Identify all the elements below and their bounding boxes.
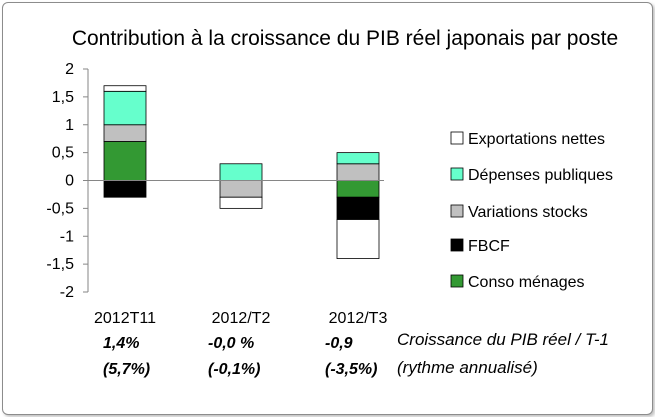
bar-segment bbox=[103, 85, 147, 92]
chart-title: Contribution à la croissance du PIB réel… bbox=[72, 27, 618, 50]
growth-value: -0,0 % bbox=[208, 335, 254, 352]
bar-segment bbox=[103, 124, 147, 142]
legend-label: Conso ménages bbox=[468, 274, 585, 291]
bar-segment bbox=[103, 141, 147, 181]
legend-label: FBCF bbox=[468, 238, 510, 255]
bar-segment bbox=[336, 219, 380, 259]
bar-segment bbox=[219, 163, 263, 181]
y-tick-label: 1 bbox=[65, 117, 74, 134]
y-tick-label: 0 bbox=[65, 173, 74, 190]
legend-swatch bbox=[450, 274, 464, 288]
legend-swatch bbox=[450, 238, 464, 252]
y-tick-label: -2 bbox=[60, 284, 74, 301]
note-line-2: (rythme annualisé) bbox=[397, 358, 538, 377]
legend-label: Exportations nettes bbox=[468, 131, 605, 148]
bar-segment bbox=[103, 180, 147, 198]
legend-swatch bbox=[450, 131, 464, 145]
y-tick-label: -1 bbox=[60, 228, 74, 245]
bar-segment bbox=[336, 180, 380, 198]
note-line-1: Croissance du PIB réel / T-1 bbox=[397, 330, 609, 349]
x-category-label: 2012/T3 bbox=[329, 310, 388, 327]
y-tick-label: 1,5 bbox=[52, 89, 74, 106]
x-category-label: 2012T11 bbox=[94, 310, 156, 327]
legend: Exportations nettes Dépenses publiques Var… bbox=[450, 131, 613, 291]
bar-segment bbox=[219, 196, 263, 209]
bar-segment bbox=[336, 152, 380, 165]
bar-segment bbox=[219, 180, 263, 198]
y-tick-label: 2 bbox=[65, 61, 74, 78]
x-category-label: 2012/T2 bbox=[212, 310, 271, 327]
legend-swatch bbox=[450, 167, 464, 181]
growth-labels: 1,4% (5,7%) -0,0 % (-0,1%) -0,9 (-3,5%) bbox=[103, 335, 377, 378]
bar-segment bbox=[336, 196, 380, 220]
legend-swatch bbox=[450, 204, 464, 218]
growth-value: -0,9 bbox=[325, 335, 353, 352]
y-axis: 2 1,5 1 0,5 0 -0,5 -1 -1,5 -2 bbox=[46, 61, 89, 301]
y-tick-label: 0,5 bbox=[52, 145, 74, 162]
legend-label: Variations stocks bbox=[468, 204, 588, 221]
legend-label: Dépenses publiques bbox=[468, 167, 613, 184]
growth-annualized: (-3,5%) bbox=[325, 361, 377, 378]
x-axis-labels: 2012T11 2012/T2 2012/T3 bbox=[94, 310, 387, 327]
y-tick-label: -1,5 bbox=[46, 256, 74, 273]
bar-segment bbox=[336, 163, 380, 181]
growth-value: 1,4% bbox=[103, 335, 139, 352]
growth-annualized: (5,7%) bbox=[103, 361, 150, 378]
bars bbox=[103, 85, 380, 259]
bar-segment bbox=[103, 90, 147, 126]
y-tick-label: -0,5 bbox=[46, 200, 74, 217]
growth-annualized: (-0,1%) bbox=[208, 361, 260, 378]
